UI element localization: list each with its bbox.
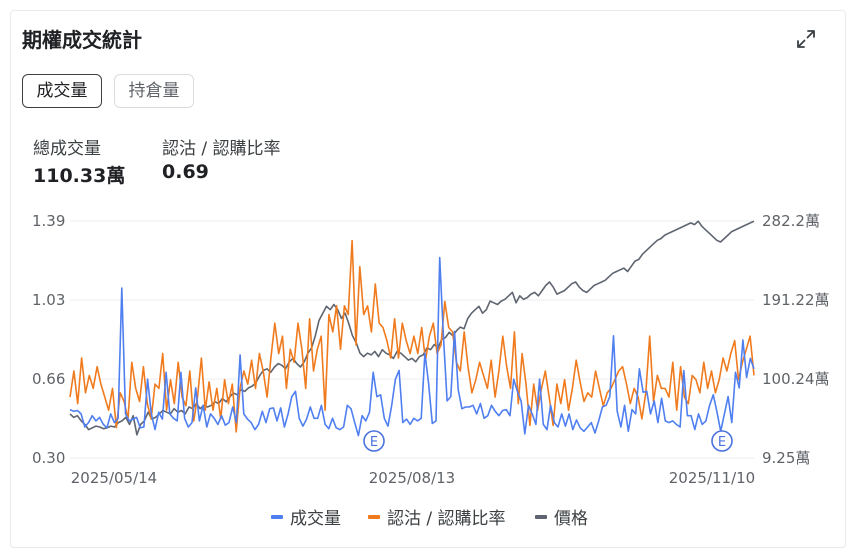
expand-icon[interactable]	[795, 28, 817, 50]
right-axis-tick: 100.24萬	[762, 370, 830, 388]
right-axis-tick: 282.2萬	[762, 212, 820, 230]
chart-gridlines	[70, 220, 754, 459]
right-axis-tick: 9.25萬	[762, 449, 810, 467]
legend-swatch	[535, 515, 547, 519]
chart-series-lines	[69, 220, 755, 437]
legend-label: 價格	[554, 509, 588, 529]
left-axis-tick: 0.66	[32, 370, 65, 388]
legend-swatch	[271, 515, 283, 519]
chart-ticks: 1.39 282.2萬 1.03 191.22萬 0.66 100.24萬 0.30 9.25…	[32, 212, 830, 487]
right-axis-tick: 191.22萬	[762, 291, 830, 309]
stat-total-volume-label: 總成交量	[33, 139, 101, 159]
x-axis-tick: 2025/08/13	[369, 469, 455, 487]
series-line	[69, 220, 755, 436]
series-line	[69, 256, 755, 437]
legend-item: 認沽 / 認購比率	[368, 509, 506, 529]
chart-legend: 成交量 認沽 / 認購比率 價格	[271, 509, 588, 529]
tab-volume[interactable]: 成交量	[22, 74, 102, 108]
stat-put-call-ratio-value: 0.69	[162, 161, 209, 183]
legend-swatch	[368, 515, 380, 519]
stat-put-call-ratio-label: 認沽 / 認購比率	[162, 139, 281, 159]
left-axis-tick: 1.03	[32, 291, 65, 309]
card-title: 期權成交統計	[22, 28, 142, 52]
series-line	[69, 239, 755, 433]
tab-open-interest[interactable]: 持倉量	[114, 74, 194, 108]
event-marker-circle	[711, 430, 733, 452]
legend-item: 價格	[535, 509, 588, 529]
legend-item: 成交量	[271, 509, 341, 529]
event-marker: E	[363, 430, 385, 452]
event-marker-label: E	[718, 435, 726, 450]
left-axis-tick: 1.39	[32, 212, 65, 230]
event-marker: E	[711, 430, 733, 452]
left-axis-tick: 0.30	[32, 449, 65, 467]
legend-label: 成交量	[290, 509, 341, 529]
expand-icon-glyph	[797, 30, 815, 48]
stat-total-volume-value: 110.33萬	[33, 165, 126, 187]
event-marker-circle	[363, 430, 385, 452]
x-axis-tick: 2025/11/10	[669, 469, 755, 487]
x-axis-tick: 2025/05/14	[71, 469, 157, 487]
legend-label: 認沽 / 認購比率	[387, 509, 506, 529]
event-marker-label: E	[370, 435, 378, 450]
